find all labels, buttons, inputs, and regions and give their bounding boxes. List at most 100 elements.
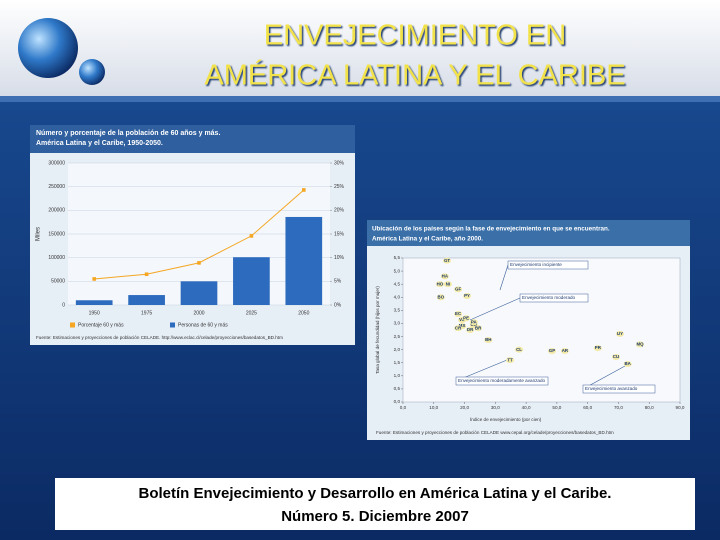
x-tick-label: 20,0 xyxy=(460,405,469,410)
y2-tick-label: 25% xyxy=(334,184,345,190)
y-tick-label: 2,0 xyxy=(394,347,401,352)
point xyxy=(506,357,515,364)
y-tick-label: 0,5 xyxy=(394,386,401,391)
point-label: VE xyxy=(459,317,465,322)
line-marker xyxy=(249,234,254,238)
annotation-box xyxy=(507,260,589,270)
caption: Boletín Envejecimiento y Desarrollo en A… xyxy=(139,485,612,502)
y-tick-label: 250000 xyxy=(48,184,65,190)
point-label: GP xyxy=(549,348,555,353)
y-axis-label: Miles xyxy=(36,227,42,241)
annotation-box xyxy=(582,384,656,394)
point-label: CR xyxy=(455,325,462,330)
point-label: TT xyxy=(507,357,513,362)
y-tick-label: 300000 xyxy=(48,160,65,166)
point xyxy=(469,319,478,326)
point-label: PY xyxy=(464,293,470,298)
point xyxy=(635,341,644,348)
y-axis-label: Tasa global de fecundidad (hijos por muj… xyxy=(375,286,380,374)
chart-header xyxy=(367,220,690,246)
point-label: PE xyxy=(463,315,469,320)
point xyxy=(454,311,463,318)
y-tick-label: 5,5 xyxy=(394,255,401,260)
x-tick-label: 10,0 xyxy=(429,405,438,410)
point xyxy=(547,347,556,354)
x-axis-label: Índice de envejecimiento (por cien) xyxy=(470,416,542,422)
annotation-arrow xyxy=(499,264,509,291)
y-tick-label: 4,5 xyxy=(394,281,401,286)
bar xyxy=(75,300,113,305)
point xyxy=(484,336,493,343)
point-label: CL xyxy=(516,347,522,352)
point xyxy=(435,281,444,288)
point-label: CU xyxy=(613,354,619,359)
point xyxy=(454,325,463,332)
y-tick-label: 1,5 xyxy=(394,360,401,365)
bar xyxy=(128,295,165,305)
point-label: PA xyxy=(471,319,478,324)
point-label: BH xyxy=(485,337,491,342)
chart-title: Número y porcentaje de la población de 6… xyxy=(36,130,220,137)
x-tick-label: 2000 xyxy=(193,310,204,316)
point xyxy=(462,315,471,322)
annotation: Envejecimiento avanzado xyxy=(585,386,638,391)
globe-icon-small xyxy=(79,59,105,85)
line-marker xyxy=(302,188,306,192)
y-tick-label: 3,5 xyxy=(394,308,401,313)
x-tick-label: 2025 xyxy=(246,310,257,316)
point-label: NI xyxy=(446,281,450,286)
y-tick-label: 3,0 xyxy=(394,321,401,326)
point xyxy=(454,286,463,293)
point-label: GF xyxy=(455,287,461,292)
point-label: BO xyxy=(438,294,445,299)
y-tick-label: 0,0 xyxy=(394,399,401,404)
bar xyxy=(233,257,270,305)
x-tick-label: 70,0 xyxy=(614,405,623,410)
point xyxy=(443,281,452,288)
bar xyxy=(285,216,323,305)
annotation-arrow xyxy=(469,297,521,321)
y2-tick-label: 5% xyxy=(334,279,342,285)
point-label: MX xyxy=(459,323,466,328)
x-tick-label: 80,0 xyxy=(645,405,654,410)
y-tick-label: 0 xyxy=(62,302,65,308)
legend-label: Porcentaje 60 y más xyxy=(78,322,124,328)
annotation-box xyxy=(455,376,549,386)
point-label: MQ xyxy=(636,342,644,347)
bar xyxy=(180,281,218,305)
chart-source: Fuente: Estimaciones y proyecciones de p… xyxy=(376,430,614,435)
x-tick-label: 0,0 xyxy=(400,405,407,410)
x-tick-label: 30,0 xyxy=(491,405,500,410)
point xyxy=(560,347,569,354)
x-tick-label: 90,0 xyxy=(676,405,685,410)
y-tick-label: 200000 xyxy=(48,208,65,214)
header-band xyxy=(0,0,720,96)
y2-tick-label: 20% xyxy=(334,208,345,214)
point xyxy=(463,292,472,299)
point-label: GT xyxy=(444,258,450,263)
line-marker xyxy=(144,272,149,277)
point xyxy=(593,345,602,352)
annotation-box xyxy=(519,293,589,303)
caption: Número 5. Diciembre 2007 xyxy=(281,508,469,525)
header-stripe xyxy=(0,96,720,102)
caption-box xyxy=(55,478,695,530)
slide-title: ENVEJECIMIENTO EN xyxy=(264,20,566,52)
chart-title: América Latina y el Caribe, 1950-2050. xyxy=(36,140,163,147)
x-tick-label: 2050 xyxy=(298,310,309,316)
point xyxy=(474,325,483,332)
point xyxy=(466,327,475,333)
x-tick-label: 40,0 xyxy=(522,405,531,410)
y-tick-label: 2,5 xyxy=(394,334,401,339)
annotation: Envejecimiento moderado xyxy=(522,295,576,300)
y-tick-label: 1,0 xyxy=(394,373,401,378)
point-label: DR xyxy=(467,327,474,332)
y2-tick-label: 30% xyxy=(334,160,345,166)
legend-label: Personas de 60 y más xyxy=(178,322,228,328)
point-label: PR xyxy=(595,345,602,350)
chart-source: Fuente: Estimaciones y proyecciones de p… xyxy=(36,335,283,340)
annotation: Envejecimiento moderadamente avanzado xyxy=(458,378,546,383)
point xyxy=(515,346,524,353)
y-tick-label: 100000 xyxy=(48,255,65,261)
